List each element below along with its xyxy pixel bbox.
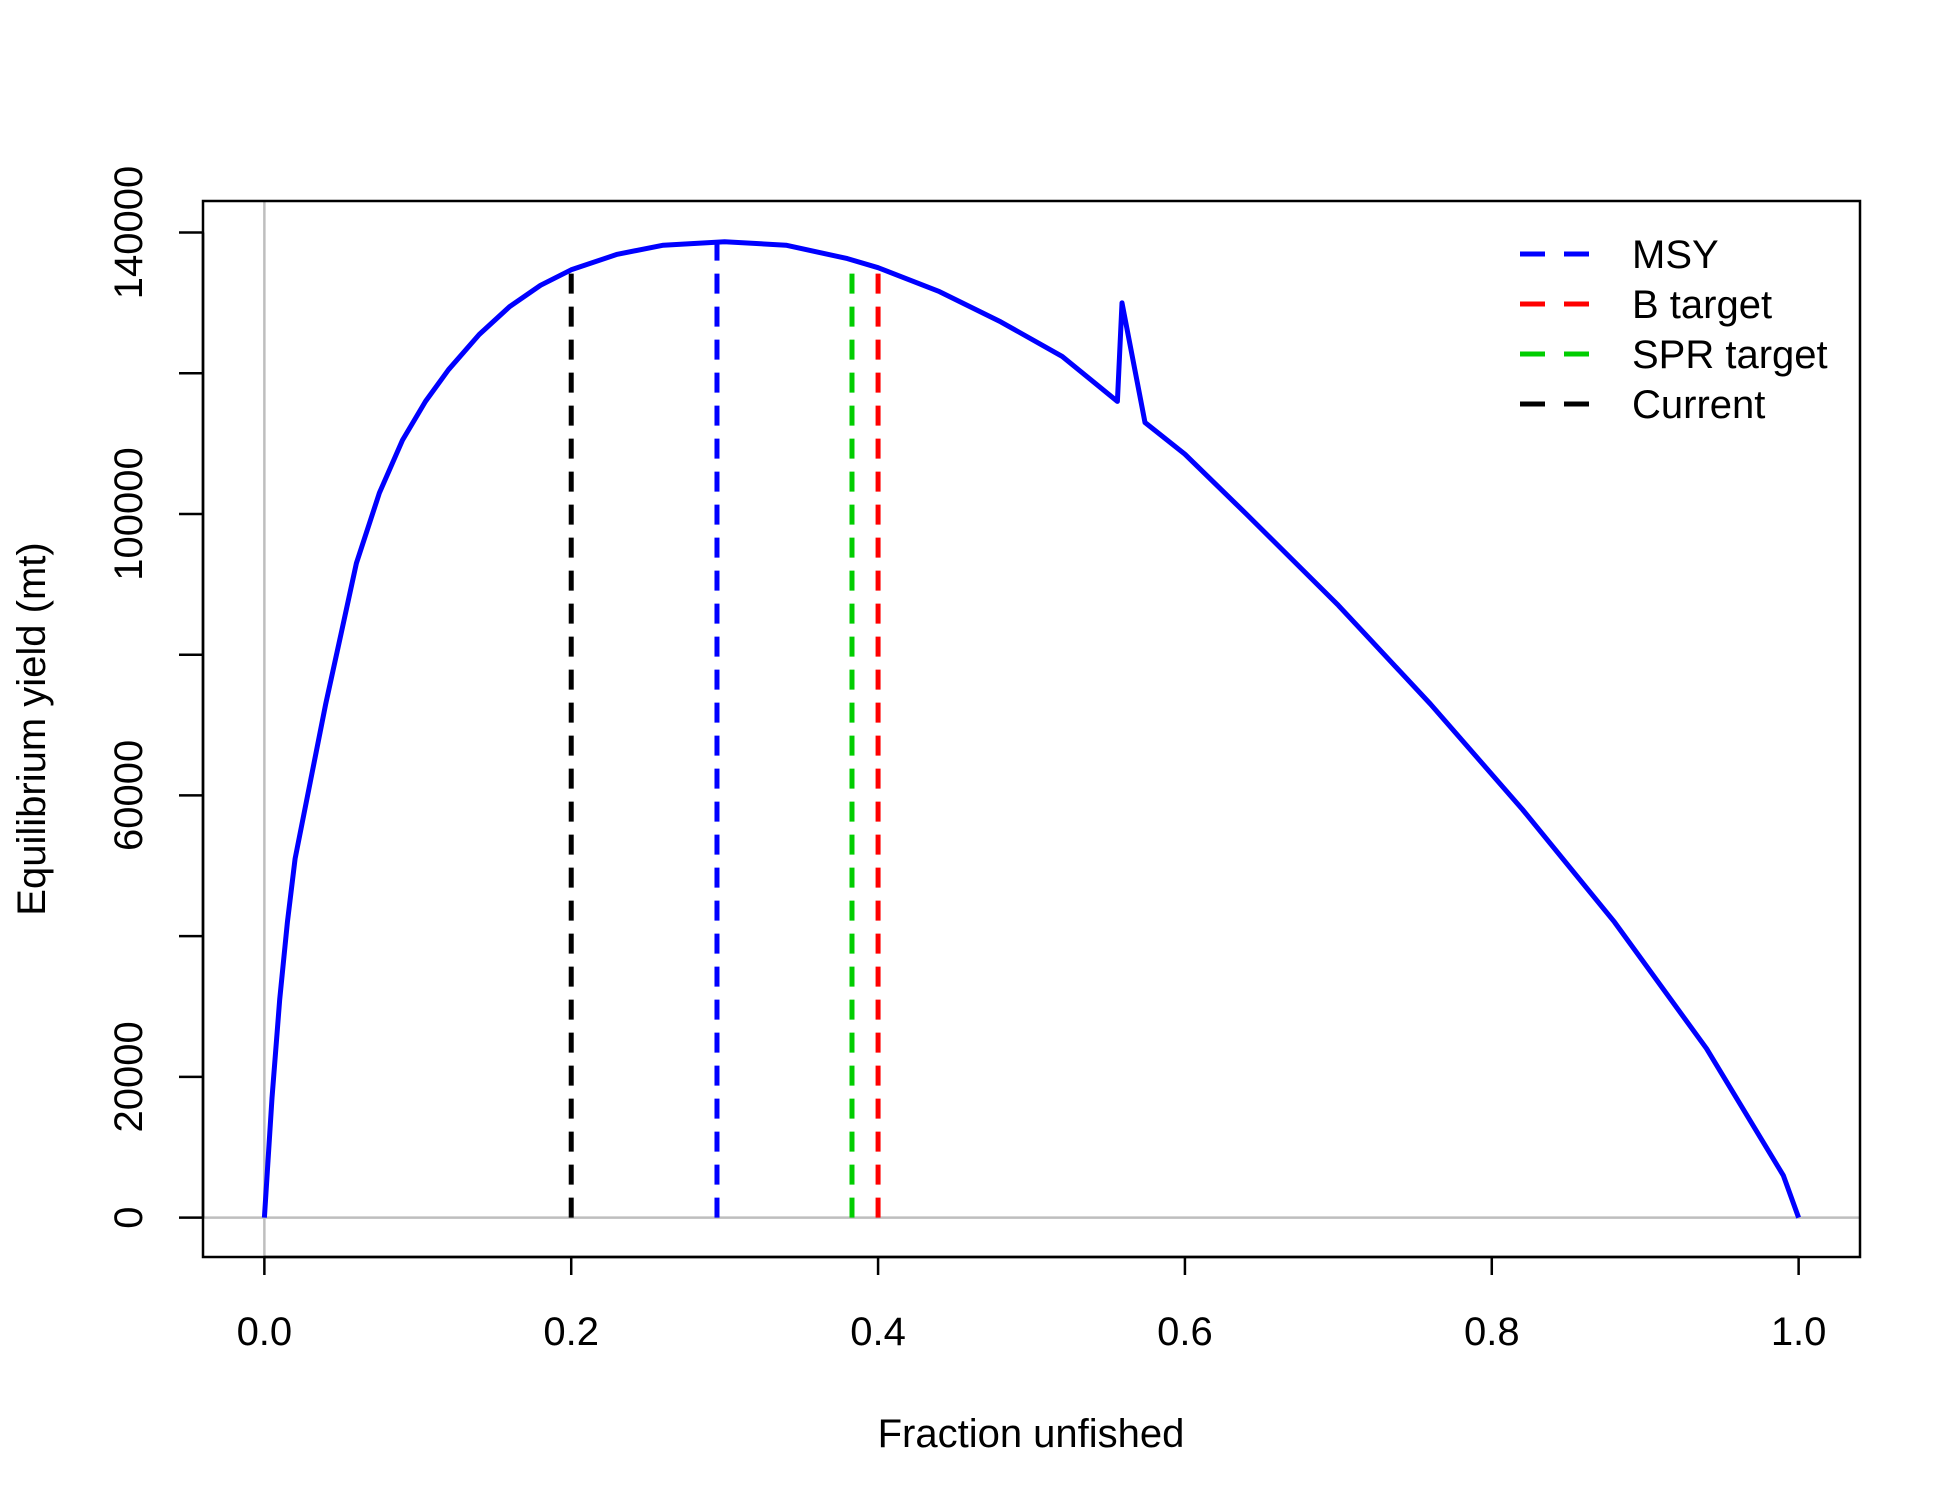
y-axis: 0 20000 60000 100000 140000 <box>107 166 205 1229</box>
legend-label-spr-target: SPR target <box>1632 333 1828 377</box>
series-layer <box>261 239 1801 1219</box>
plot-frame <box>201 199 1862 1259</box>
legend-label-current: Current <box>1632 383 1765 427</box>
reference-vlines <box>568 241 881 1218</box>
y-tick-label: 0 <box>107 1206 151 1228</box>
x-tick-label: 0.4 <box>850 1310 906 1354</box>
legend-label-b-target: B target <box>1632 283 1772 327</box>
x-tick-label: 1.0 <box>1771 1310 1827 1354</box>
legend: MSY B target SPR target Current <box>1520 233 1828 427</box>
reference-lines <box>203 201 1860 1257</box>
series-line-yield <box>261 239 1801 1219</box>
y-tick-label: 100000 <box>107 447 151 580</box>
x-tick-label: 0.6 <box>1157 1310 1213 1354</box>
x-tick-label: 0.2 <box>543 1310 599 1354</box>
x-tick-label: 0.0 <box>237 1310 293 1354</box>
x-axis-label: Fraction unfished <box>878 1412 1185 1456</box>
y-tick-label: 20000 <box>107 1021 151 1132</box>
y-tick-label: 60000 <box>107 740 151 851</box>
legend-label-msy: MSY <box>1632 233 1719 277</box>
x-tick-label: 0.8 <box>1464 1310 1520 1354</box>
y-tick-label: 140000 <box>107 166 151 299</box>
x-axis: 0.0 0.2 0.4 0.6 0.8 1.0 <box>237 1255 1827 1354</box>
y-axis-label: Equilibrium yield (mt) <box>10 542 54 915</box>
